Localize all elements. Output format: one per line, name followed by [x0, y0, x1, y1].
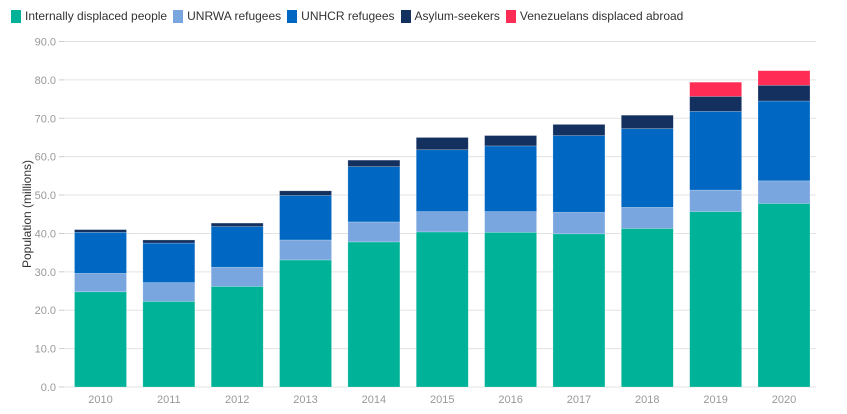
bar-segment[interactable]	[415, 231, 469, 388]
y-tick-label: 40.0	[35, 228, 56, 240]
bar-segment[interactable]	[210, 266, 264, 287]
y-tick-label: 50.0	[35, 190, 56, 202]
x-tick-label: 2018	[635, 394, 659, 406]
bar-stack-2014	[347, 159, 401, 388]
x-tick-label: 2011	[157, 394, 181, 406]
bar-stack-2016	[484, 135, 537, 388]
bar-segment[interactable]	[484, 135, 537, 147]
legend-item[interactable]: UNHCR refugees	[287, 9, 395, 23]
bar-segment[interactable]	[415, 137, 469, 151]
bar-segment[interactable]	[347, 166, 401, 223]
x-tick-label: 2015	[430, 394, 454, 406]
bar-stack-2013	[279, 190, 332, 388]
legend-label: UNHCR refugees	[301, 9, 395, 23]
legend-swatch	[173, 9, 184, 23]
y-tick-label: 60.0	[35, 152, 56, 164]
bar-segment[interactable]	[552, 212, 606, 235]
bar-stack-2018	[620, 114, 674, 388]
bar-segment[interactable]	[74, 273, 127, 293]
legend-label: UNRWA refugees	[187, 9, 282, 23]
bar-segment[interactable]	[689, 96, 742, 112]
y-tick-label: 30.0	[35, 267, 56, 279]
bar-segment[interactable]	[620, 207, 674, 229]
x-tick-label: 2010	[88, 394, 112, 406]
bar-segment[interactable]	[142, 282, 196, 302]
bar-stack-2017	[552, 124, 606, 388]
legend-label: Venezuelans displaced abroad	[519, 9, 684, 23]
y-axis-label: Population (millions)	[20, 160, 34, 268]
bar-segment[interactable]	[279, 239, 332, 261]
bar-segment[interactable]	[757, 84, 811, 102]
bar-segment[interactable]	[552, 124, 606, 136]
bar-segment[interactable]	[484, 231, 537, 388]
bar-stack-2019	[689, 81, 742, 388]
x-axis-ticks: 2010 2011 2012 2013 2014 2015 2016 2017 2018 2019…	[88, 394, 796, 406]
bar-segment[interactable]	[620, 228, 674, 388]
y-tick-label: 20.0	[35, 305, 56, 317]
bar-segment[interactable]	[620, 128, 674, 208]
y-tick-label: 90.0	[35, 37, 56, 49]
bar-segment[interactable]	[210, 226, 264, 268]
bar-segment[interactable]	[74, 231, 127, 274]
x-tick-label: 2017	[567, 394, 591, 406]
bar-segment[interactable]	[279, 195, 332, 241]
x-tick-label: 2020	[772, 394, 796, 406]
bar-segment[interactable]	[484, 145, 537, 212]
bar-stack-2020	[757, 70, 811, 388]
bar-segment[interactable]	[689, 111, 742, 191]
legend-item[interactable]: Asylum-seekers	[400, 9, 500, 23]
bar-stack-2015	[415, 137, 469, 388]
x-tick-label: 2016	[498, 394, 522, 406]
chart-legend: Internally displaced people UNRWA refugee…	[11, 9, 689, 23]
bar-stack-2010	[74, 229, 127, 388]
x-tick-label: 2019	[703, 394, 727, 406]
legend-item[interactable]: Venezuelans displaced abroad	[505, 9, 684, 23]
legend-swatch	[11, 9, 21, 23]
y-tick-label: 70.0	[35, 113, 56, 125]
bar-segment[interactable]	[415, 149, 469, 212]
bar-segment[interactable]	[757, 70, 811, 86]
bar-segment[interactable]	[74, 229, 127, 233]
bar-segment[interactable]	[279, 259, 332, 388]
legend-swatch	[287, 9, 298, 23]
bar-segment[interactable]	[347, 221, 401, 243]
bar-segment[interactable]	[210, 286, 264, 388]
y-tick-label: 80.0	[35, 75, 56, 87]
bar-segment[interactable]	[415, 211, 469, 233]
bar-segment[interactable]	[484, 211, 537, 233]
legend-swatch	[400, 9, 411, 23]
bar-segment[interactable]	[757, 203, 811, 388]
bar-segment[interactable]	[757, 180, 811, 204]
y-axis-ticks: 0.0 10.0 20.0 30.0 40.0 50.0 60.0 70.0 80.0 90.0	[35, 37, 64, 394]
bar-segment[interactable]	[620, 114, 674, 129]
bars	[74, 70, 811, 388]
bar-stack-2011	[142, 239, 196, 388]
legend-swatch	[505, 9, 516, 23]
legend-label: Internally displaced people	[25, 9, 168, 23]
x-tick-label: 2012	[225, 394, 249, 406]
bar-segment[interactable]	[210, 222, 264, 227]
bar-segment[interactable]	[347, 241, 401, 388]
bar-segment[interactable]	[279, 190, 332, 196]
bar-segment[interactable]	[689, 211, 742, 388]
legend-label: Asylum-seekers	[414, 9, 500, 23]
bar-segment[interactable]	[689, 189, 742, 212]
bar-segment[interactable]	[142, 242, 196, 283]
bar-segment[interactable]	[552, 135, 606, 213]
x-tick-label: 2013	[293, 394, 317, 406]
bar-segment[interactable]	[552, 233, 606, 388]
bar-segment[interactable]	[689, 81, 742, 97]
bar-segment[interactable]	[347, 159, 401, 167]
bar-segment[interactable]	[142, 239, 196, 244]
legend-item[interactable]: UNRWA refugees	[173, 9, 281, 23]
bar-stack-2012	[210, 222, 264, 388]
bar-segment[interactable]	[757, 100, 811, 182]
bar-segment[interactable]	[142, 301, 196, 388]
x-tick-label: 2014	[362, 394, 386, 406]
legend-item[interactable]: Internally displaced people	[11, 9, 167, 23]
y-tick-label: 10.0	[35, 344, 56, 356]
y-tick-label: 0.0	[41, 382, 56, 394]
bar-segment[interactable]	[74, 291, 127, 388]
